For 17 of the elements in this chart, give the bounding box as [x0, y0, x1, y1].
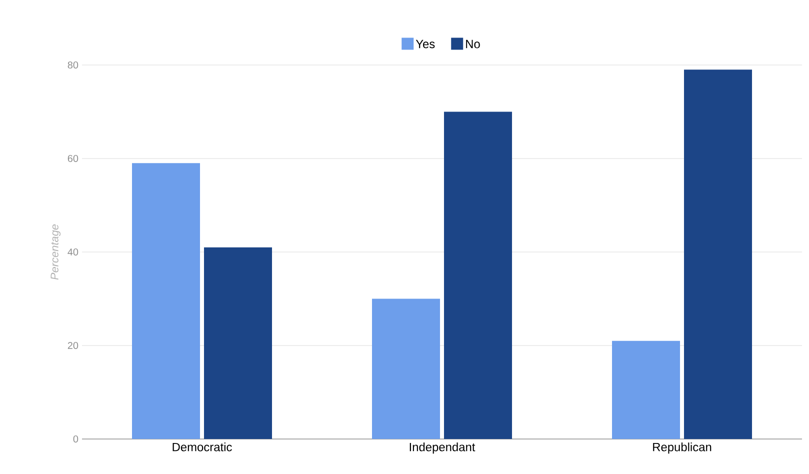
- bar: [204, 247, 272, 439]
- y-tick-label: 60: [68, 154, 78, 162]
- y-tick-label: 40: [68, 248, 78, 256]
- y-tick-label: 20: [68, 342, 78, 350]
- bar: [444, 112, 512, 439]
- x-tick-label: Democratic: [172, 442, 232, 452]
- bar: [684, 70, 752, 439]
- bar: [372, 298, 440, 439]
- bar: [612, 340, 680, 439]
- y-tick-label: 0: [73, 435, 78, 443]
- legend-label: Yes: [416, 40, 435, 48]
- x-tick-label: Republican: [653, 442, 712, 454]
- x-tick-label: Independant: [410, 442, 476, 454]
- legend-label: No: [466, 40, 480, 48]
- y-tick-label: 80: [68, 61, 78, 69]
- bar: [132, 163, 200, 439]
- y-axis-title: Percentage: [50, 224, 61, 280]
